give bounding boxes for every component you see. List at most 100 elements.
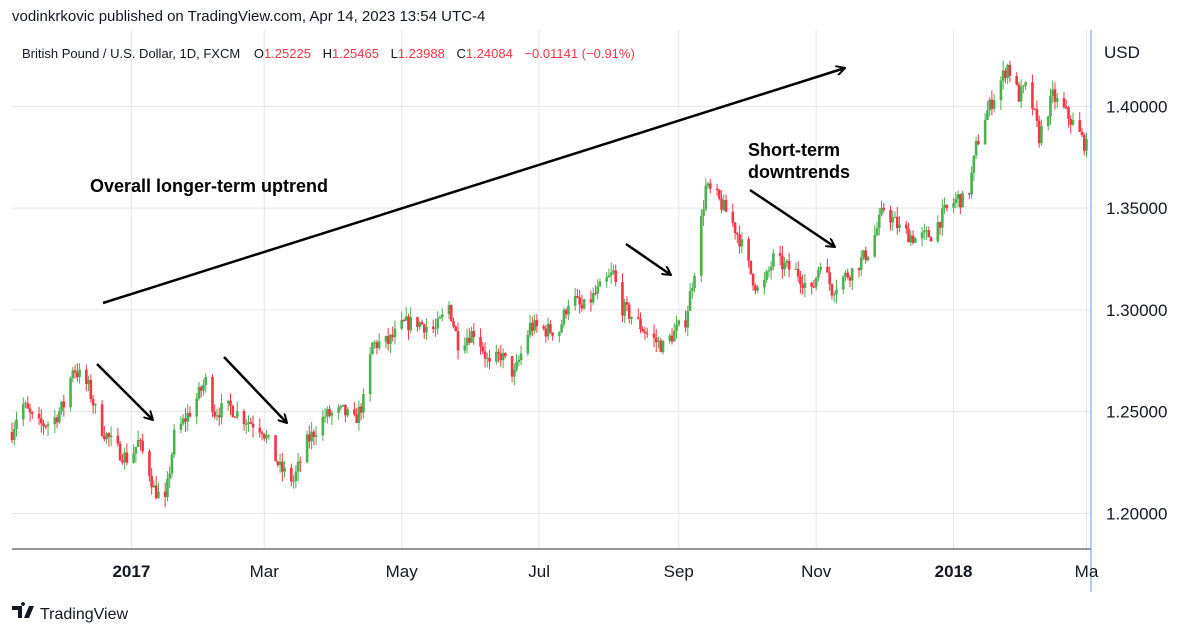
candle-body [28,408,32,413]
candle-body [956,194,960,199]
ohlc-legend: British Pound / U.S. Dollar, 1D, FXCM O1… [22,46,635,61]
candle-body [328,409,331,416]
candle-body [150,475,153,488]
candle-body [312,431,316,437]
candle-body [305,434,309,463]
symbol-name: British Pound / U.S. Dollar, 1D, FXCM [22,46,240,61]
candle-body [643,331,647,334]
candle-body [754,285,757,291]
candle-body [1040,126,1043,144]
candle-body [299,461,302,463]
candle-body [42,423,45,427]
candle-body [323,416,327,418]
candle-body [1062,98,1066,108]
axes: USD [12,30,1140,592]
candle-body [1037,120,1041,144]
candle-body [812,286,816,288]
candle-body [564,310,568,315]
candle-body [688,291,692,311]
candle-body [645,333,649,335]
candle-body [393,328,397,338]
candle-body [262,434,266,439]
candle-body [436,318,440,329]
candle-body [353,409,356,415]
candle-body [386,336,390,344]
candle-body [880,207,883,215]
x-tick-label: Ma [1075,562,1099,581]
candle-body [794,268,798,270]
candle-body [913,238,917,243]
candle-body [661,340,665,353]
candle-body [359,406,363,413]
candle-body [296,461,300,472]
candle-body [166,479,169,497]
candle-body [235,411,239,418]
candle-body [738,234,741,247]
candle-body [76,372,79,377]
candle-body [294,471,298,481]
candle-body [125,452,129,463]
candle-body [1001,70,1005,81]
candle-body [639,318,642,330]
candle-body [672,330,676,342]
candle-body [623,302,627,316]
candle-body [835,289,838,295]
candle-body [1006,64,1009,79]
candle-body [668,335,672,341]
candle-body [452,321,455,327]
candle-body [15,419,18,430]
close-label: C [456,46,465,61]
candle-body [1031,82,1034,109]
candle-body [941,208,944,228]
candle-body [290,467,293,482]
candle-body [404,316,408,321]
candle-body [278,461,282,465]
candle-body [720,198,723,210]
candle-body [389,334,392,344]
candle-body [799,276,802,285]
candle-body [103,435,106,440]
candle-body [357,406,361,423]
candle-body [891,217,895,223]
candle-body [1051,89,1055,96]
candle-body [709,183,712,189]
candle-body [73,370,77,373]
change-value: −0.01141 (−0.91%) [524,46,634,61]
candle-body [152,485,156,488]
candle-body [567,305,570,315]
candle-body [202,385,205,391]
x-tick-label: Mar [250,562,280,581]
y-tick-label: 1.25000 [1106,403,1167,422]
candle-body [909,235,913,243]
candle-body [341,404,345,406]
x-tick-label: Sep [664,562,694,581]
candle-body [724,200,728,212]
candle-body [1078,120,1082,133]
candle-body [220,403,223,418]
candle-body [652,333,656,338]
candle-body [314,435,318,437]
candle-body [589,299,593,303]
candle-body [510,356,514,377]
candle-body [384,336,388,342]
candle-body [418,322,422,327]
candle-body [763,279,766,288]
candle-body [830,284,834,296]
candle-body [938,222,942,228]
uptrend-arrow [102,68,845,305]
candle-body [684,320,687,328]
candle-body [431,326,435,330]
candle-body [889,209,892,223]
open-label: O [254,46,264,61]
candles [10,60,1088,508]
candle-body [94,404,97,406]
candle-body [654,337,658,343]
candle-body [544,328,548,337]
candle-body [463,345,467,351]
candle-body [549,324,552,333]
candle-body [848,277,852,281]
candle-body [778,253,782,256]
candle-body [481,346,485,352]
candle-body [857,268,861,271]
